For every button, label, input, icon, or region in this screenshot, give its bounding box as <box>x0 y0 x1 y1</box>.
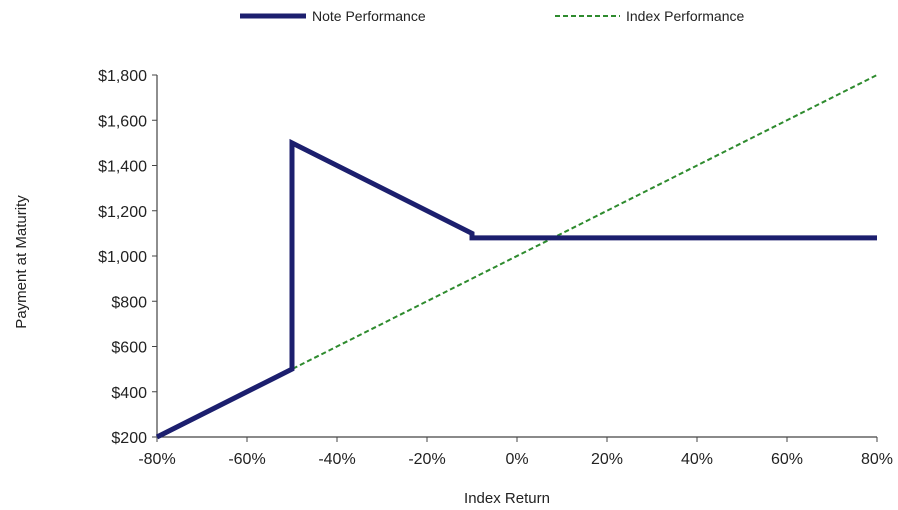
y-tick-label: $1,000 <box>98 249 147 266</box>
y-tick-label: $200 <box>111 430 147 447</box>
legend: Note Performance Index Performance <box>240 8 744 24</box>
x-tick-label: 60% <box>771 451 803 468</box>
x-axis-ticks: -80% -60% -40% -20% 0% 20% 40% 60% 80% <box>138 437 893 468</box>
x-tick-label: -60% <box>228 451 265 468</box>
y-axis-ticks: $200 $400 $600 $800 $1,000 $1,200 $1,400 $1,600… <box>98 68 157 447</box>
series-line-note-performance <box>155 138 877 440</box>
y-tick-label: $1,800 <box>98 68 147 85</box>
y-tick-label: $400 <box>111 385 147 402</box>
x-tick-label: -20% <box>408 451 445 468</box>
y-tick-label: $1,200 <box>98 204 147 221</box>
y-tick-label: $1,600 <box>98 113 147 130</box>
y-tick-label: $800 <box>111 294 147 311</box>
y-tick-label: $1,400 <box>98 159 147 176</box>
y-tick-label: $600 <box>111 340 147 357</box>
y-axis-title: Payment at Maturity <box>13 195 30 329</box>
x-tick-label: 0% <box>505 451 528 468</box>
x-tick-label: 40% <box>681 451 713 468</box>
x-axis-title: Index Return <box>464 490 550 507</box>
series-line-index-performance <box>156 74 878 438</box>
legend-label-note-performance: Note Performance <box>312 8 426 24</box>
x-tick-label: -80% <box>138 451 175 468</box>
series-layer <box>155 74 878 440</box>
legend-label-index-performance: Index Performance <box>626 8 744 24</box>
x-tick-label: 80% <box>861 451 893 468</box>
x-tick-label: 20% <box>591 451 623 468</box>
x-tick-label: -40% <box>318 451 355 468</box>
